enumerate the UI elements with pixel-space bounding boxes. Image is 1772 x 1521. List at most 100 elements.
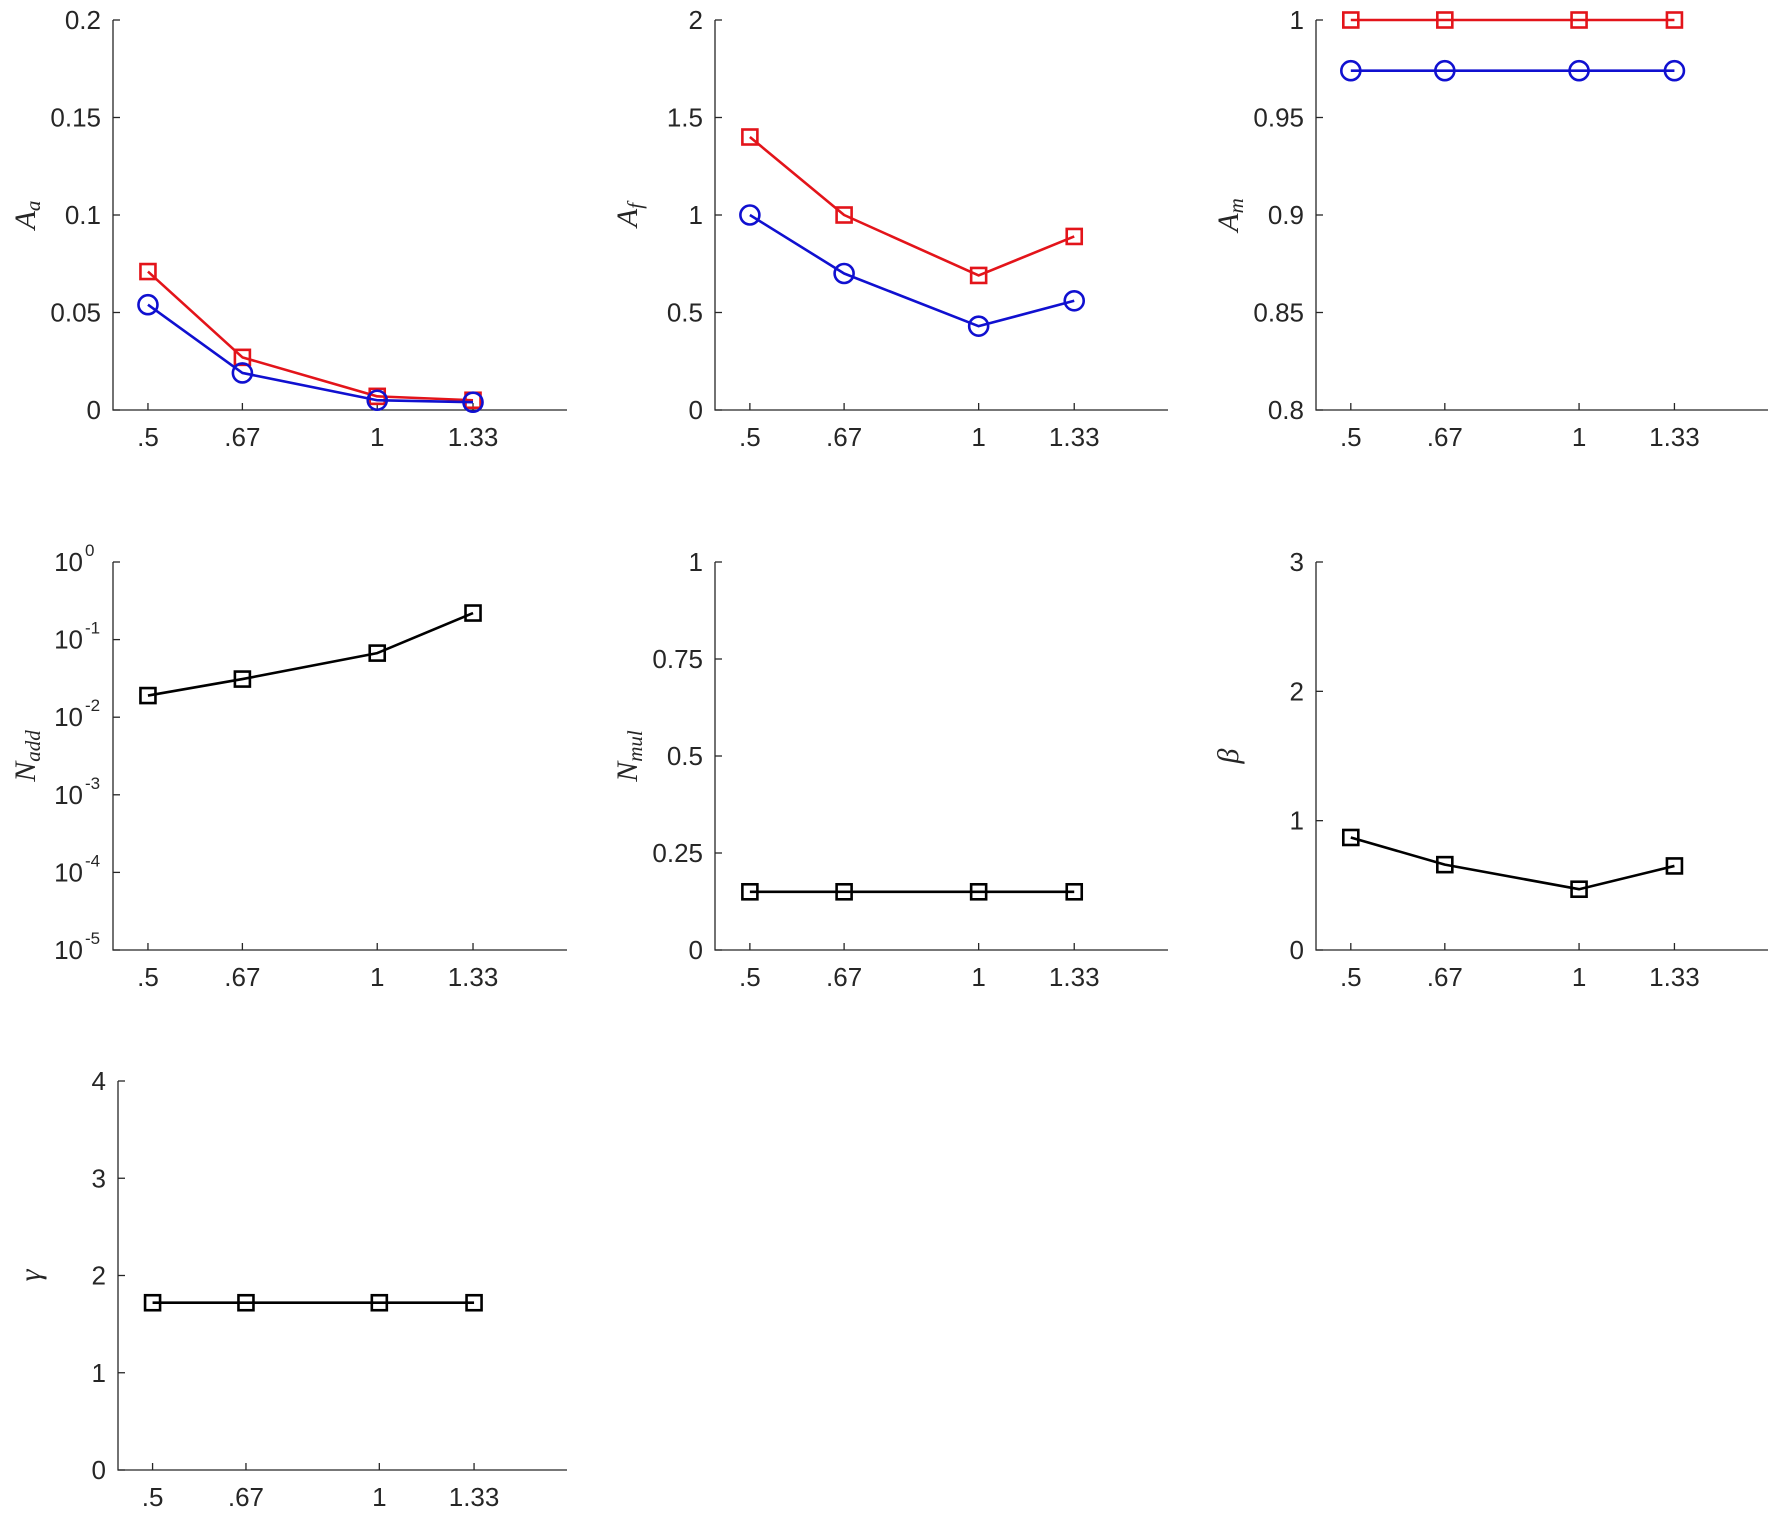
series-blue-circles: [137, 293, 484, 414]
series-red-squares: [741, 128, 1084, 285]
square-marker: [1570, 880, 1588, 899]
x-tick-label: 1.33: [1649, 962, 1700, 992]
square-marker: [237, 1293, 255, 1312]
series-line: [749, 213, 1075, 328]
y-tick-label: 0.25: [652, 838, 703, 868]
axes-lines: [112, 562, 567, 951]
axes-lines: [117, 1081, 567, 1471]
x-tick-label: .67: [224, 962, 260, 992]
y-tick-label: 2: [689, 5, 703, 35]
y-tick-label: 1.5: [667, 103, 703, 133]
square-marker: [1436, 11, 1454, 29]
y-tick-exponent: -3: [85, 774, 100, 793]
x-tick-label: 1: [1572, 422, 1586, 452]
y-tick-label: 3: [1290, 547, 1304, 577]
square-marker: [1436, 855, 1454, 874]
square-marker: [1065, 227, 1084, 246]
square-marker: [1342, 11, 1360, 29]
y-tick-label: 0.2: [65, 5, 101, 35]
axes-lines: [714, 20, 1168, 411]
y-tick-label: 0.75: [652, 644, 703, 674]
circle-marker: [1568, 59, 1590, 82]
y-tick-exponent: -4: [85, 851, 100, 870]
series-blue-circles: [1340, 59, 1686, 82]
x-tick-label: .5: [142, 1482, 164, 1512]
x-tick-label: 1: [370, 962, 384, 992]
y-axis-label: β: [1212, 748, 1245, 764]
x-tick-label: 1.33: [448, 422, 499, 452]
square-marker: [969, 882, 988, 901]
square-marker: [465, 1293, 483, 1312]
square-marker: [835, 206, 853, 224]
square-marker: [233, 670, 252, 688]
square-marker: [741, 128, 759, 146]
panel-beta: 0 1 2 3 .5 .67 1 1.33 β: [1212, 547, 1768, 992]
y-tick-label: 10: [54, 935, 83, 965]
y-tick-label: 10: [54, 625, 83, 655]
y-tick-label: 0.85: [1253, 298, 1304, 328]
series-black-squares: [741, 882, 1084, 901]
y-axis-label: Aa: [9, 201, 45, 232]
series-line: [147, 611, 474, 697]
series-black-squares: [1342, 828, 1684, 899]
y-tick-label: 0.05: [50, 298, 101, 328]
x-tick-label: .5: [137, 962, 159, 992]
square-marker: [1665, 11, 1684, 29]
y-tick-label: 10: [54, 857, 83, 887]
x-tick-label: .5: [739, 962, 761, 992]
panel-a-m: 0.8 0.85 0.9 0.95 1 .5 .67 1 1.33 Am: [1212, 5, 1768, 452]
y-tick-exponent: 0: [85, 541, 94, 560]
circle-marker: [1340, 59, 1362, 82]
x-tick-label: 1.33: [1049, 422, 1100, 452]
panel-a-f: 0 0.5 1 1.5 2 .5 .67 1 1.33 Af: [611, 5, 1168, 452]
square-marker: [1570, 11, 1588, 29]
circle-marker: [1434, 59, 1456, 82]
x-tick-label: 1: [971, 962, 985, 992]
y-axis-label: Af: [611, 200, 647, 229]
axes-lines: [1315, 20, 1768, 411]
circle-marker: [137, 293, 159, 316]
y-tick-label: 3: [92, 1163, 106, 1193]
y-tick-exponent: -5: [85, 929, 100, 948]
y-tick-label: 1: [689, 200, 703, 230]
y-axis-label: Am: [1212, 198, 1248, 234]
panel-n-mul: 0 0.25 0.5 0.75 1 .5 .67 1 1.33 Nmul: [611, 547, 1168, 992]
x-tick-label: 1: [1572, 962, 1586, 992]
square-marker: [233, 348, 252, 367]
square-marker: [741, 882, 759, 901]
x-tick-label: .5: [1340, 962, 1362, 992]
panel-a-a: 0 0.05 0.1 0.15 0.2 .5 .67 1 1.33 Aa: [9, 5, 567, 452]
square-marker: [1342, 828, 1360, 847]
y-tick-label: 0.15: [50, 103, 101, 133]
square-marker: [464, 604, 482, 622]
y-axis-label: γ: [14, 1268, 47, 1281]
y-tick-label: 0: [1290, 935, 1304, 965]
x-tick-label: .5: [1340, 422, 1362, 452]
y-tick-label: 0.8: [1268, 395, 1304, 425]
y-tick-label: 0.5: [667, 298, 703, 328]
y-tick-label: 1: [92, 1358, 106, 1388]
series-red-squares: [1342, 11, 1684, 29]
y-tick-label: 2: [92, 1261, 106, 1291]
y-tick-label: 0: [689, 935, 703, 965]
x-tick-label: .5: [137, 422, 159, 452]
x-tick-label: .67: [826, 962, 862, 992]
x-tick-label: .67: [224, 422, 260, 452]
x-tick-label: 1.33: [1049, 962, 1100, 992]
circle-marker: [739, 204, 761, 226]
y-tick-label: 1: [1290, 5, 1304, 35]
y-tick-exponent: -2: [85, 696, 100, 715]
x-tick-label: 1: [370, 422, 384, 452]
y-tick-label: 0.95: [1253, 103, 1304, 133]
y-tick-label: 0.1: [65, 200, 101, 230]
y-axis-label: Nmul: [611, 730, 647, 783]
series-black-squares: [143, 1293, 483, 1312]
series-line: [1350, 836, 1675, 891]
circle-marker: [1063, 289, 1086, 312]
x-tick-label: .67: [228, 1482, 264, 1512]
circle-marker: [833, 262, 855, 285]
y-tick-exponent: -1: [85, 619, 100, 638]
y-tick-label: 2: [1290, 676, 1304, 706]
y-tick-label: 0.5: [667, 741, 703, 771]
